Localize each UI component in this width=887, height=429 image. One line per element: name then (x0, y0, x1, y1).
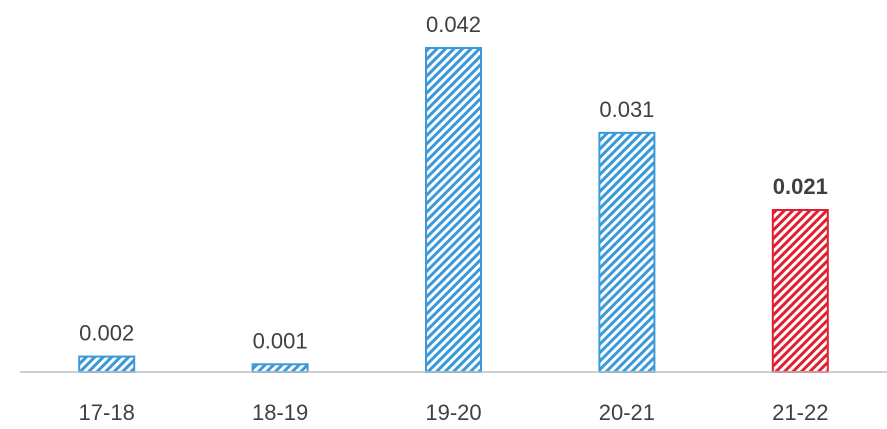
data-label-20-21: 0.031 (599, 97, 654, 122)
data-label-18-19: 0.001 (253, 328, 308, 353)
bar-18-19 (251, 363, 309, 373)
x-tick-label-19-20: 19-20 (425, 400, 481, 425)
bar-21-22 (771, 209, 829, 373)
data-label-21-22: 0.021 (773, 174, 828, 199)
bar-20-21 (598, 131, 656, 373)
data-label-17-18: 0.002 (79, 321, 134, 346)
x-tick-label-20-21: 20-21 (599, 400, 655, 425)
data-label-19-20: 0.042 (426, 12, 481, 37)
x-tick-label-17-18: 17-18 (79, 400, 135, 425)
bar-19-20 (425, 47, 482, 373)
x-tick-label-21-22: 21-22 (772, 400, 828, 425)
x-tick-label-18-19: 18-19 (252, 400, 308, 425)
bar-17-18 (78, 355, 136, 374)
